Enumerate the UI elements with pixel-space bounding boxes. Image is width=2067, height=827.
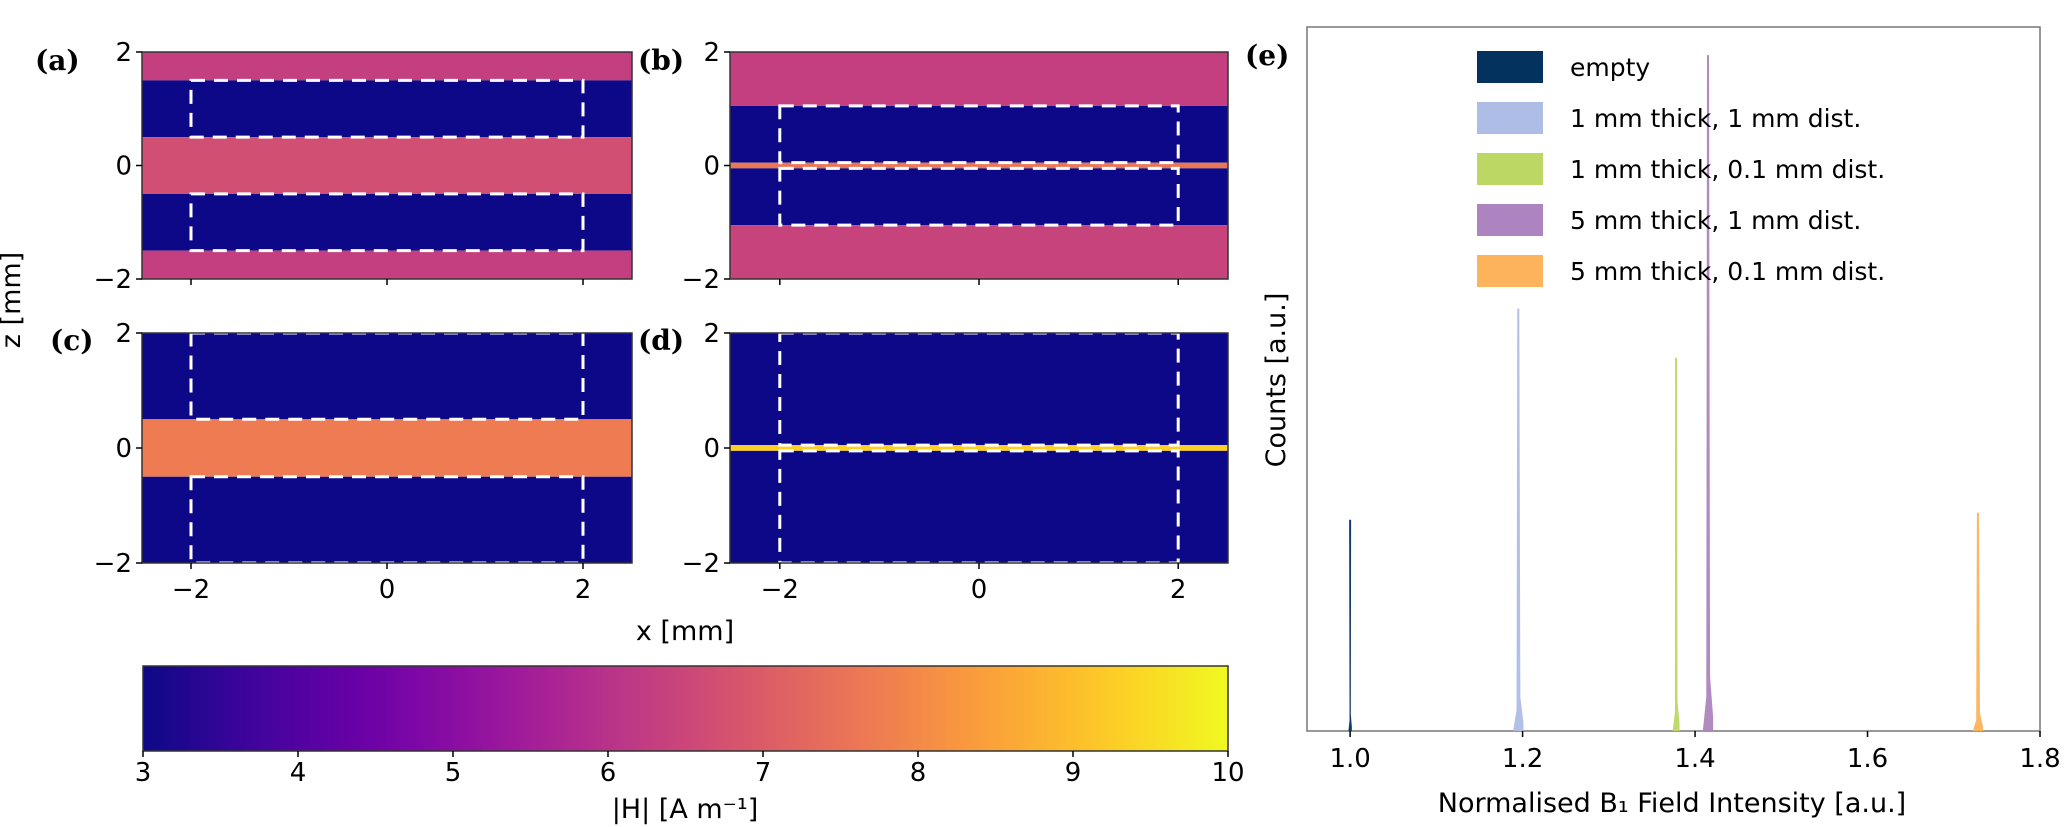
y-tick-label: 2: [115, 38, 132, 68]
y-tick-label: −2: [94, 265, 132, 295]
field-region: [142, 52, 632, 81]
panel-label-c: (c): [50, 324, 94, 357]
colorbar-tick-label: 6: [600, 758, 617, 788]
y-tick-label: 2: [703, 38, 720, 68]
legend-entry: 5 mm thick, 1 mm dist.: [1477, 204, 1861, 236]
colorbar-tick-label: 3: [135, 758, 152, 788]
field-region: [142, 476, 632, 563]
panel-label-b: (b): [638, 44, 684, 77]
heatmap-panels: −2 0 2 −2 0 2 −2 0 2 −2 0 2 −2 0 2 −2 0 2: [94, 38, 1229, 605]
y-tick-label: 2: [115, 319, 132, 349]
legend-swatch: [1477, 255, 1543, 287]
panel-label-a: (a): [35, 44, 80, 77]
panel-label-d: (d): [638, 324, 684, 357]
x-tick-label: −2: [761, 575, 799, 605]
histogram-peak: [1702, 55, 1714, 732]
x-tick-label: 1.2: [1502, 744, 1543, 774]
colorbar: 3 4 5 6 7 8 9 10: [135, 665, 1245, 788]
x-tick-label: −2: [172, 575, 210, 605]
colorbar-tick-label: 9: [1065, 758, 1082, 788]
y-tick-label: 0: [703, 152, 720, 182]
legend-label: 5 mm thick, 0.1 mm dist.: [1570, 257, 1885, 286]
panel-label-e: (e): [1245, 39, 1289, 72]
legend-label: empty: [1570, 53, 1650, 82]
field-region: [730, 333, 1228, 446]
histogram-peak: [1348, 519, 1352, 731]
x-tick-label: 0: [379, 575, 396, 605]
heatmap-b: −2 0 2: [682, 38, 1229, 295]
field-region: [730, 105, 1228, 163]
histogram-panel: 1.0 1.2 1.4 1.6 1.8 empty 1 mm thick, 1 mm dis…: [1306, 26, 2061, 774]
x-tick-label: 2: [575, 575, 592, 605]
x-tick-label: 2: [1170, 575, 1187, 605]
colorbar-tick-label: 10: [1211, 758, 1244, 788]
legend-label: 1 mm thick, 1 mm dist.: [1570, 104, 1861, 133]
heatmap-a: −2 0 2: [94, 38, 633, 295]
legend-entry: 1 mm thick, 0.1 mm dist.: [1477, 153, 1885, 185]
field-region: [730, 445, 1228, 451]
field-region: [730, 225, 1228, 279]
histogram-peak: [1672, 357, 1680, 731]
x-tick-label: 1.6: [1847, 744, 1888, 774]
histogram-y-label: Counts [a.u.]: [1261, 293, 1292, 468]
field-region: [142, 333, 632, 420]
x-tick-label: 1.8: [2019, 744, 2060, 774]
colorbar-tick-label: 5: [445, 758, 462, 788]
legend-entry: 1 mm thick, 1 mm dist.: [1477, 102, 1861, 134]
dashed-box: [189, 78, 585, 139]
heatmap-d: −2 0 2 −2 0 2: [682, 319, 1229, 605]
colorbar-bar: [142, 665, 1229, 752]
x-tick-label: 0: [971, 575, 988, 605]
x-tick-label: 1.0: [1329, 744, 1370, 774]
legend-swatch: [1477, 204, 1543, 236]
y-tick-label: −2: [94, 549, 132, 579]
field-region: [730, 162, 1228, 169]
y-tick-label: 0: [703, 434, 720, 464]
colorbar-tick-label: 7: [755, 758, 772, 788]
field-region: [142, 80, 632, 138]
legend-entry: empty: [1477, 51, 1650, 83]
legend-swatch: [1477, 51, 1543, 83]
colorbar-tick-label: 4: [290, 758, 307, 788]
field-region: [142, 193, 632, 251]
field-region: [730, 168, 1228, 226]
y-tick-label: 2: [703, 319, 720, 349]
legend-label: 5 mm thick, 1 mm dist.: [1570, 206, 1861, 235]
x-tick-label: 1.4: [1674, 744, 1715, 774]
histogram-x-label: Normalised B₁ Field Intensity [a.u.]: [1438, 788, 1906, 819]
field-region: [730, 52, 1228, 106]
y-tick-label: −2: [682, 265, 720, 295]
dashed-box: [778, 104, 1180, 165]
legend-swatch: [1477, 153, 1543, 185]
field-region: [730, 450, 1228, 563]
dashed-box: [778, 166, 1180, 227]
legend-swatch: [1477, 102, 1543, 134]
colorbar-label: |H| [A m⁻¹]: [612, 794, 759, 825]
z-axis-label: z [mm]: [0, 252, 27, 348]
colorbar-tick-label: 8: [910, 758, 927, 788]
field-region: [142, 419, 632, 477]
y-tick-label: 0: [115, 152, 132, 182]
y-tick-label: −2: [682, 549, 720, 579]
legend-entry: 5 mm thick, 0.1 mm dist.: [1477, 255, 1885, 287]
x-axis-label: x [mm]: [636, 616, 734, 647]
y-tick-label: 0: [115, 434, 132, 464]
field-region: [142, 137, 632, 194]
dashed-box: [189, 192, 585, 253]
legend-label: 1 mm thick, 0.1 mm dist.: [1570, 155, 1885, 184]
field-region: [142, 250, 632, 279]
histogram-peak: [1513, 308, 1524, 731]
heatmap-c: −2 0 2 −2 0 2: [94, 319, 633, 605]
histogram-peak: [1972, 512, 1984, 731]
